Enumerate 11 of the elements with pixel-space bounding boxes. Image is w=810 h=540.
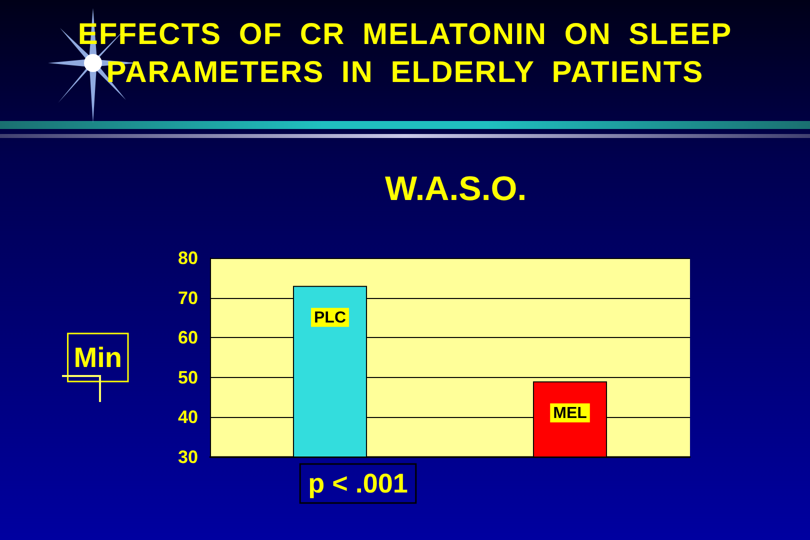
y-axis-title: Min <box>74 342 122 373</box>
y-tick-label: 40 <box>178 407 198 428</box>
x-tick-label: PLC <box>314 309 346 326</box>
y-tick-label: 60 <box>178 328 198 348</box>
y-tick-label: 80 <box>178 248 198 268</box>
y-tick-label: 50 <box>178 367 198 388</box>
chart-subtitle: W.A.S.O. <box>385 170 527 208</box>
y-tick-label: 30 <box>178 447 198 467</box>
text: p < .001 <box>308 468 408 498</box>
y-tick-label: 70 <box>178 288 198 308</box>
x-tick-label: MEL <box>553 404 588 422</box>
